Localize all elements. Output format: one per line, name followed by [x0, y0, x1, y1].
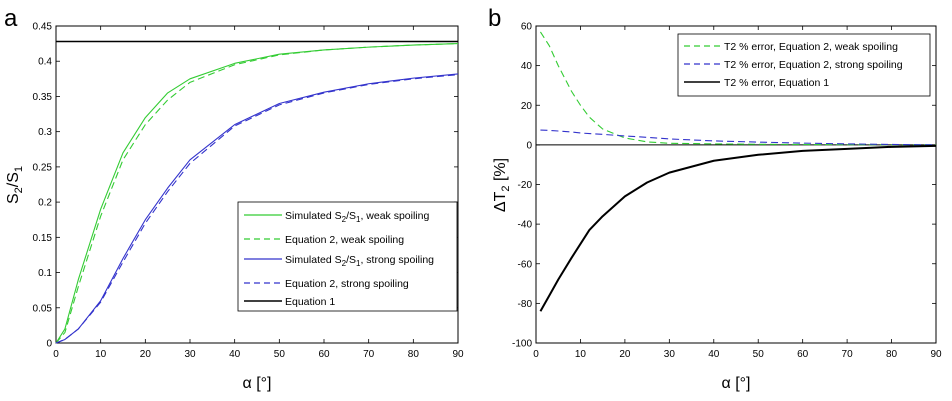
xtick-label: 60 — [318, 349, 330, 360]
ytick-label: -80 — [518, 299, 533, 310]
panel-b-legend: T2 % error, Equation 2, weak spoiling T2… — [677, 33, 931, 97]
panel-b: b 0 10 20 30 40 50 60 70 80 90 -100 -80 -60 -40 -20 0 20… — [488, 5, 942, 392]
ytick-label: 0.05 — [33, 303, 53, 314]
xtick-label: 30 — [184, 349, 196, 360]
legend-a-label-3: Equation 2, strong spoiling — [285, 278, 409, 290]
xtick-label: 90 — [452, 349, 464, 360]
ytick-label: 0.25 — [33, 162, 53, 173]
panel-b-series — [539, 31, 937, 312]
xtick-label: 0 — [53, 349, 59, 360]
ylabel-a-sub2: 1 — [13, 166, 25, 172]
legend-a-label-1: Equation 2, weak spoiling — [285, 234, 404, 246]
ytick-label: 0.2 — [38, 198, 52, 209]
ytick-label: 20 — [521, 101, 533, 112]
ytick-label: 0.45 — [33, 22, 53, 33]
legend-b-box — [677, 33, 931, 97]
xtick-label: 40 — [708, 349, 720, 360]
series-line-1 — [55, 43, 459, 344]
panel-b-letter: b — [488, 5, 501, 32]
ytick-label: 0.35 — [33, 92, 53, 103]
legend-a-box — [237, 201, 458, 312]
ylabel-b-main: ΔT — [492, 191, 509, 212]
xtick-label: 10 — [575, 349, 587, 360]
ytick-label: 40 — [521, 61, 533, 72]
panel-a-series — [55, 40, 459, 344]
legend-b-label-1: T2 % error, Equation 2, strong spoiling — [724, 59, 903, 71]
ytick-label: 0.4 — [38, 57, 52, 68]
panel-a-xlabel: α [°] — [243, 375, 272, 392]
xtick-label: 0 — [533, 349, 539, 360]
xtick-label: 10 — [95, 349, 107, 360]
ylabel-b-sub: 2 — [500, 185, 512, 191]
panel-b-xlabel: α [°] — [722, 375, 751, 392]
ytick-label: -40 — [518, 220, 533, 231]
panel-a-letter: a — [4, 5, 18, 32]
xtick-label: 90 — [930, 349, 942, 360]
xtick-label: 30 — [664, 349, 676, 360]
panel-a-ylabel: S2/S1 — [5, 166, 25, 204]
panel-a: a 0 10 20 30 40 50 60 70 80 90 0 0.05 0.1 0.15 0.2 0.25… — [4, 5, 464, 392]
xtick-label: 20 — [619, 349, 631, 360]
panel-a-legend: Simulated S2/S1, weak spoiling Equation … — [237, 201, 458, 312]
xtick-label: 70 — [842, 349, 854, 360]
xtick-label: 20 — [140, 349, 152, 360]
ylabel-a-main: S — [5, 193, 22, 204]
legend-a-label-0: Simulated S2/S1, weak spoiling — [285, 210, 429, 224]
legend-b-label-2: T2 % error, Equation 1 — [724, 77, 829, 89]
ytick-label: -20 — [518, 180, 533, 191]
ytick-label: 0 — [526, 140, 532, 151]
xtick-label: 50 — [274, 349, 286, 360]
panel-a-plot-area — [55, 25, 459, 344]
xtick-label: 40 — [229, 349, 241, 360]
series-line-3 — [55, 74, 459, 344]
panel-a-ticks: 0 10 20 30 40 50 60 70 80 90 0 0.05 0.1 0.15 0.2 0.25 0.… — [33, 22, 464, 361]
ytick-label: 60 — [521, 22, 533, 33]
ylabel-a-slash: /S — [5, 172, 22, 187]
series-line-2 — [55, 73, 459, 344]
xtick-label: 80 — [408, 349, 420, 360]
legend-a-label-2: Simulated S2/S1, strong spoiling — [285, 254, 434, 268]
ytick-label: 0 — [46, 339, 52, 350]
series-line-2 — [539, 144, 937, 312]
ytick-label: 0.1 — [38, 268, 52, 279]
ylabel-a-sub1: 2 — [13, 187, 25, 193]
xtick-label: 70 — [363, 349, 375, 360]
ytick-label: -100 — [512, 339, 532, 350]
series-line-1 — [540, 129, 937, 146]
ytick-label: 0.15 — [33, 233, 53, 244]
legend-b-label-0: T2 % error, Equation 2, weak spoiling — [724, 41, 898, 53]
panel-b-ylabel: ΔT2 [%] — [492, 158, 512, 212]
ytick-label: 0.3 — [38, 127, 52, 138]
xtick-label: 60 — [797, 349, 809, 360]
xtick-label: 50 — [753, 349, 765, 360]
ylabel-b-rest: [%] — [492, 158, 509, 186]
ytick-label: -60 — [518, 259, 533, 270]
legend-a-label-4: Equation 1 — [285, 296, 335, 308]
xtick-label: 80 — [886, 349, 898, 360]
